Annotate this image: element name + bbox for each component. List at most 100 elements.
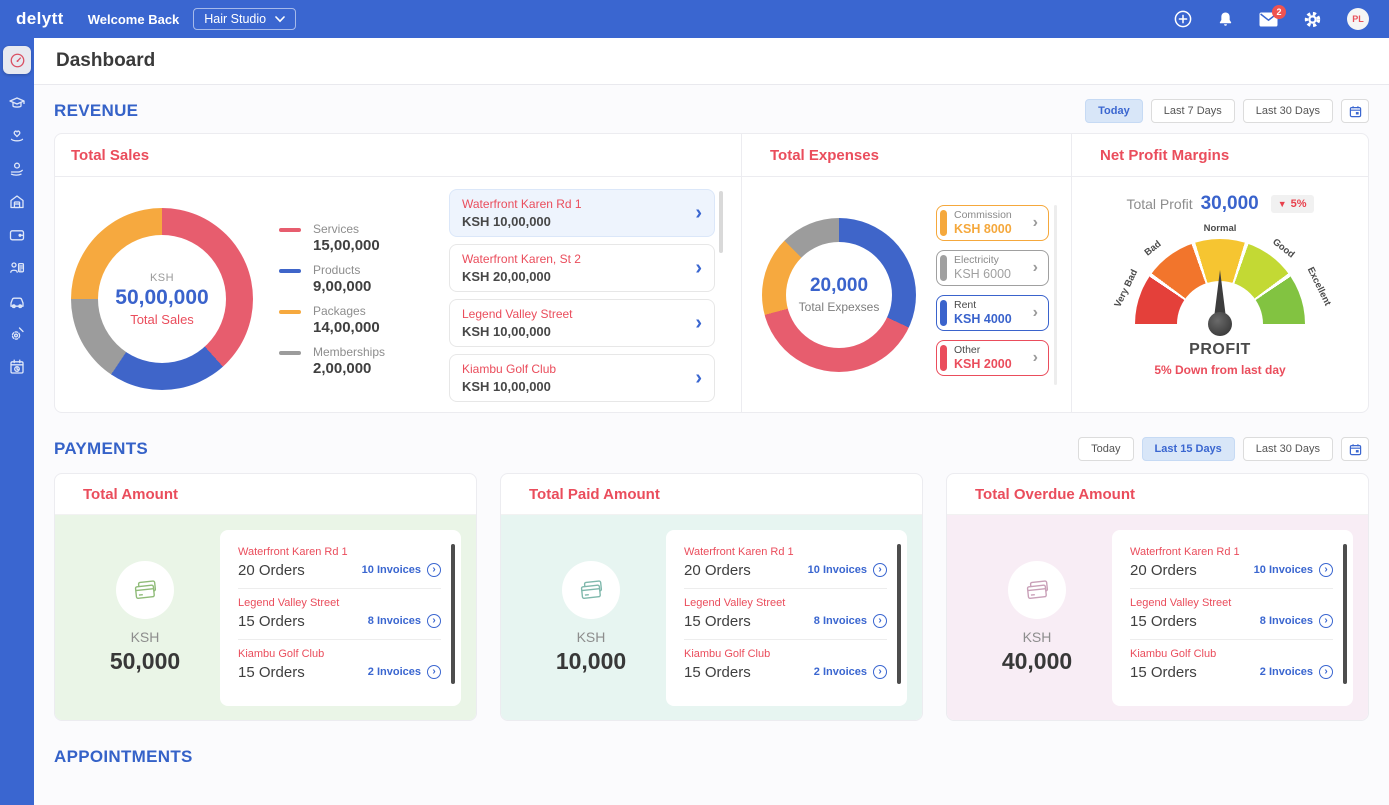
total-profit-label: Total Profit xyxy=(1126,196,1193,212)
payments-filter-button[interactable]: Last 30 Days xyxy=(1242,437,1333,461)
payments-filter-button[interactable]: Today xyxy=(1078,437,1134,461)
invoices-link[interactable]: 8 Invoices › xyxy=(814,614,887,628)
sidebar-item-store[interactable] xyxy=(8,193,26,211)
notifications-bell-icon[interactable] xyxy=(1217,10,1234,28)
expense-color-bar xyxy=(940,254,947,281)
legend-value: 15,00,000 xyxy=(313,236,380,254)
payment-list-scrollbar[interactable] xyxy=(451,543,455,684)
sidebar-item-education[interactable] xyxy=(8,94,26,112)
total-sales-donut-chart: KSH 50,00,000 Total Sales xyxy=(71,208,253,390)
chevron-right-circle-icon: › xyxy=(1319,563,1333,577)
calendar-icon xyxy=(1349,105,1362,118)
expenses-scrollbar[interactable] xyxy=(1054,204,1057,385)
calendar-icon xyxy=(1349,443,1362,456)
orders-count: 20 Orders xyxy=(684,561,751,579)
sidebar-item-wallet[interactable] xyxy=(8,226,26,244)
total-expenses-panel: Total Expenses 20,000 Total Expexses xyxy=(741,134,1071,412)
expense-item[interactable]: Electricity KSH 6000 › xyxy=(936,249,1049,286)
user-avatar[interactable]: PL xyxy=(1347,8,1369,30)
sidebar-item-appointments[interactable] xyxy=(8,358,26,376)
legend-item: Memberships 2,00,000 xyxy=(279,345,431,377)
location-name: Kiambu Golf Club xyxy=(462,362,557,376)
add-button[interactable] xyxy=(1174,10,1192,28)
revenue-filter-button[interactable]: Last 30 Days xyxy=(1242,99,1333,123)
sidebar-item-payments[interactable] xyxy=(8,160,26,178)
location-item[interactable]: Waterfront Karen, St 2 KSH 20,00,000 › xyxy=(449,244,715,292)
revenue-filters: Today Last 7 Days Last 30 Days xyxy=(1085,99,1369,123)
sidebar-item-rides[interactable] xyxy=(8,292,26,310)
revenue-calendar-button[interactable] xyxy=(1341,99,1369,123)
orders-count: 15 Orders xyxy=(684,612,751,630)
payment-list-scrollbar[interactable] xyxy=(1343,543,1347,684)
profit-gauge-chart: Very Bad Bad Normal Good Excellent xyxy=(1100,223,1340,337)
expense-item[interactable]: Commission KSH 8000 › xyxy=(936,204,1049,241)
invoices-link[interactable]: 8 Invoices › xyxy=(1260,614,1333,628)
total-expenses-title: Total Expenses xyxy=(770,146,879,164)
payment-location-row: Legend Valley Street 15 Orders 8 Invoice… xyxy=(238,589,441,640)
invoices-link[interactable]: 8 Invoices › xyxy=(368,614,441,628)
sidebar-item-settings[interactable] xyxy=(8,325,26,343)
payments-heading: PAYMENTS xyxy=(54,439,149,458)
invoices-link[interactable]: 10 Invoices › xyxy=(808,563,887,577)
legend-dash xyxy=(279,227,301,232)
credit-card-icon xyxy=(1008,560,1066,619)
location-item[interactable]: Waterfront Karen Rd 1 KSH 10,00,000 › xyxy=(449,189,715,237)
invoices-link[interactable]: 2 Invoices › xyxy=(368,665,441,679)
invoices-link[interactable]: 2 Invoices › xyxy=(1260,665,1333,679)
business-selector[interactable]: Hair Studio xyxy=(193,8,297,30)
gauge-label-normal: Normal xyxy=(1203,223,1237,234)
payment-currency: KSH xyxy=(130,628,160,645)
chevron-right-icon: › xyxy=(695,367,702,389)
revenue-filter-button[interactable]: Last 7 Days xyxy=(1150,99,1235,123)
expense-label: Rent xyxy=(954,299,977,311)
mail-badge: 2 xyxy=(1272,4,1286,19)
chevron-right-icon: › xyxy=(695,257,702,279)
invoices-link[interactable]: 2 Invoices › xyxy=(814,665,887,679)
payments-filter-button[interactable]: Last 15 Days xyxy=(1141,437,1235,461)
chevron-right-circle-icon: › xyxy=(1319,614,1333,628)
payment-list-scrollbar[interactable] xyxy=(897,543,901,684)
payment-card-title: Total Overdue Amount xyxy=(975,485,1136,503)
location-amount: KSH 10,00,000 xyxy=(462,379,551,394)
expense-item[interactable]: Other KSH 2000 › xyxy=(936,339,1049,376)
revenue-filter-button[interactable]: Today xyxy=(1085,99,1143,123)
expense-value: KSH 8000 xyxy=(954,222,1012,236)
locations-scrollbar[interactable] xyxy=(719,191,723,253)
payment-location-row: Waterfront Karen Rd 1 20 Orders 10 Invoi… xyxy=(1130,538,1333,589)
mail-icon[interactable]: 2 xyxy=(1259,4,1286,27)
payment-location-row: Kiambu Golf Club 15 Orders 2 Invoices › xyxy=(238,640,441,690)
legend-item: Services 15,00,000 xyxy=(279,222,431,254)
expense-color-bar xyxy=(940,299,947,326)
welcome-text: Welcome Back xyxy=(87,11,180,27)
chevron-right-icon: › xyxy=(1032,303,1038,321)
payment-card: Total Amount KSH 50,000 xyxy=(54,473,477,721)
orders-count: 15 Orders xyxy=(684,663,751,681)
payments-calendar-button[interactable] xyxy=(1341,437,1369,461)
invoices-link[interactable]: 10 Invoices › xyxy=(1254,563,1333,577)
graduation-cap-icon xyxy=(8,94,26,112)
sales-total-label: Total Sales xyxy=(130,311,194,327)
location-item[interactable]: Kiambu Golf Club KSH 10,00,000 › xyxy=(449,354,715,402)
location-name: Legend Valley Street xyxy=(462,307,573,321)
sales-legend: Services 15,00,000 Products xyxy=(279,213,431,386)
expenses-total-label: Total Expexses xyxy=(798,300,880,314)
sidebar-item-billing[interactable] xyxy=(8,259,26,277)
payment-location-row: Legend Valley Street 15 Orders 8 Invoice… xyxy=(684,589,887,640)
legend-label: Memberships xyxy=(313,344,386,359)
expense-item[interactable]: Rent KSH 4000 › xyxy=(936,294,1049,331)
net-profit-title: Net Profit Margins xyxy=(1100,146,1230,164)
payment-location-name: Kiambu Golf Club xyxy=(238,647,325,660)
person-billing-icon xyxy=(8,259,26,277)
total-expenses-donut-chart: 20,000 Total Expexses xyxy=(762,217,916,372)
net-profit-panel: Net Profit Margins Total Profit 30,000 ▼… xyxy=(1071,134,1368,412)
invoices-link[interactable]: 10 Invoices › xyxy=(362,563,441,577)
page-header: Dashboard xyxy=(34,38,1389,85)
settings-gear-icon[interactable] xyxy=(1303,10,1322,29)
sidebar-item-dashboard[interactable] xyxy=(3,46,31,74)
gear-tools-icon xyxy=(8,325,26,343)
orders-count: 15 Orders xyxy=(1130,663,1197,681)
chevron-right-circle-icon: › xyxy=(873,563,887,577)
sidebar-item-services[interactable] xyxy=(8,127,26,145)
location-item[interactable]: Legend Valley Street KSH 10,00,000 › xyxy=(449,299,715,347)
